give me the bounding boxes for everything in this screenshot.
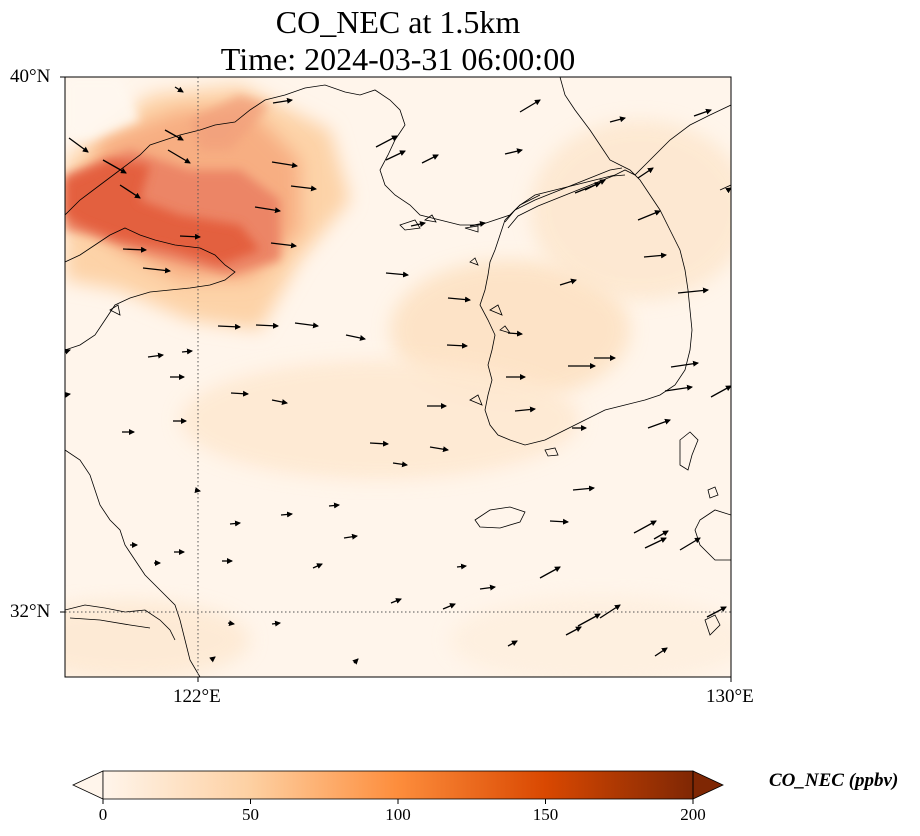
wind-arrow [456,563,467,570]
wind-arrow [271,399,288,405]
wind-arrow [343,533,358,540]
wind-arrow [679,537,701,551]
wind-arrow [637,167,654,179]
colorbar-tick-50: 50 [242,805,259,824]
lon-label-130e: 130°E [706,686,754,707]
wind-arrow [670,360,699,368]
wind-arrow [507,330,523,337]
wind-arrow [328,502,340,509]
colorbar-tick-150: 150 [532,805,559,824]
colorbar-tick-100: 100 [385,805,411,824]
wind-arrow [65,391,71,398]
wind-arrow [647,418,671,429]
wind-arrow [479,584,496,591]
wind-arrow [654,647,668,657]
colorbar-extend-high [692,770,724,800]
wind-arrow [167,149,191,164]
wind-arrow [217,323,241,330]
wind-arrow [706,606,727,618]
wind-arrow [209,656,216,663]
wind-arrow [230,390,249,397]
wind-arrow [653,530,669,540]
wind-arrow [174,86,184,93]
wind-arrow [194,487,201,493]
wind-arrow [181,348,193,355]
wind-arrow [312,563,323,569]
wind-arrow [572,485,595,492]
map-title: CO_NEC at 1.5km [275,4,521,40]
wind-arrow [272,97,293,104]
wind-arrow [644,537,667,549]
colorbar-tick-0: 0 [98,805,108,824]
wind-arrow [68,137,89,153]
map-subtitle-time: Time: 2024-03-31 06:00:00 [220,41,576,77]
wind-arrow [577,613,601,627]
wind-arrow [643,252,667,259]
wind-arrow [549,518,569,525]
wind-arrow [446,342,468,349]
wind-arrow [271,620,281,627]
wind-arrow [519,99,541,113]
wind-arrow [375,135,398,148]
wind-arrow [504,148,523,155]
wind-arrow [584,179,606,191]
lon-label-122e: 122°E [173,686,221,707]
wind-arrow [294,322,319,329]
colorbar-extend-low [72,770,104,800]
wind-arrow [385,271,409,278]
wind-arrow [599,604,621,619]
wind-arrow [147,352,164,359]
wind-arrow [164,129,184,141]
wind-arrow [442,603,456,610]
wind-arrow [565,626,582,636]
concentration-field [65,77,731,677]
wind-arrow [119,184,141,199]
wind-arrow [677,287,709,294]
wind-arrow [559,278,577,286]
wind-arrow [637,210,661,221]
wind-arrow [352,658,359,665]
wind-arrow [229,520,241,527]
wind-arrow [693,108,712,117]
coastlines [65,77,731,677]
colorbar-gradient [103,771,693,799]
wind-arrow [254,206,281,214]
wind-arrow [102,159,127,174]
wind-arrow [392,461,408,468]
wind-arrow [390,598,402,604]
colorbar [72,770,724,804]
wind-arrow [633,520,657,534]
wind-arrow [227,620,235,627]
colorbar-tick-200: 200 [680,805,706,824]
lat-label-32n: 32°N [10,601,51,622]
lat-label-40n: 40°N [10,66,51,87]
wind-arrow [179,233,201,240]
colorbar-label: CO_NEC (ppbv) [769,770,899,791]
wind-arrow [539,566,561,579]
wind-arrow [447,296,471,303]
wind-arrow [271,161,298,169]
wind-arrow [469,221,486,227]
wind-arrow [142,267,171,274]
wind-arrow [385,150,406,161]
wind-arrow [514,406,536,413]
wind-arrow [410,221,426,227]
wind-arrow [65,348,71,355]
wind-arrow [664,384,693,392]
wind-vectors [65,86,731,665]
map-frame [64,76,732,678]
wind-arrow [429,446,449,453]
wind-arrow [507,640,518,647]
wind-arrow [369,440,389,447]
wind-arrow [345,334,366,341]
wind-arrow [270,242,297,249]
wind-arrow [280,511,293,518]
wind-arrow [255,322,279,329]
wind-arrow [609,116,626,123]
wind-arrow [122,246,147,253]
wind-arrow [290,185,317,192]
wind-arrow [421,154,439,164]
wind-arrow [710,385,731,398]
